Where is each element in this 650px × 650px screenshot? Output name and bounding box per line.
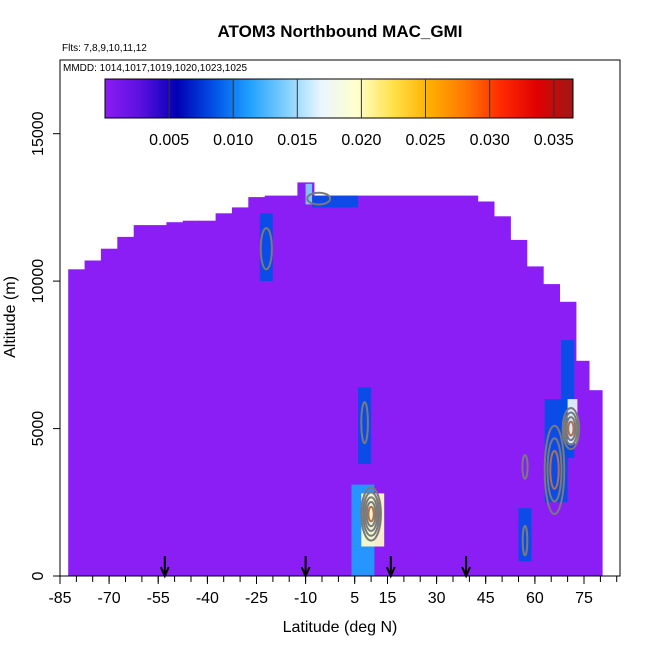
- heatmap-column: [68, 269, 86, 576]
- contour-line: [567, 420, 575, 437]
- heatmap-column: [493, 216, 511, 576]
- contour-line: [565, 416, 577, 442]
- colorbar-tick-label: 0.010: [213, 132, 253, 149]
- x-tick-label: 75: [575, 590, 593, 607]
- x-tick-label: -55: [147, 590, 170, 607]
- colorbar-tick-label: 0.035: [534, 132, 574, 149]
- contour-line: [362, 491, 381, 537]
- heatmap-column: [133, 225, 151, 576]
- contour-line: [549, 449, 560, 490]
- x-tick-label: 30: [428, 590, 446, 607]
- axes: -85 -70 -55 -40 -25 -10 5 15 30 45 60 75 0 5000 10000 1…: [30, 111, 618, 607]
- heatmap-column: [215, 213, 233, 576]
- contour-line: [363, 496, 379, 532]
- colorbar-tick-label: 0.020: [341, 132, 381, 149]
- heatmap-column: [379, 195, 397, 576]
- contour-line: [563, 411, 579, 446]
- contour-line: [360, 486, 382, 542]
- heatmap-column: [182, 220, 200, 576]
- heatmap-feature: [312, 195, 358, 208]
- x-tick-label: -25: [245, 590, 268, 607]
- x-tick-label: 15: [379, 590, 397, 607]
- contour-line: [367, 505, 375, 523]
- flight-arrows: [159, 556, 472, 579]
- contour-line: [360, 401, 369, 445]
- heatmap-feature: [305, 183, 313, 205]
- x-axis-label: Latitude (deg N): [283, 619, 398, 636]
- y-tick-label: 10000: [30, 259, 47, 304]
- heatmap-column: [117, 236, 135, 576]
- plot-frame: [59, 59, 621, 577]
- dates-subtitle: MMDD: 1014,1017,1019,1020,1023,1025: [63, 63, 247, 74]
- heatmap-column: [100, 248, 118, 576]
- colorbar: 0.005 0.010 0.015 0.020 0.025 0.030 0.035: [104, 78, 574, 149]
- heatmap-column: [330, 195, 348, 576]
- heatmap-column: [510, 239, 528, 576]
- colorbar-bar: [104, 78, 574, 119]
- heatmap-feature: [518, 508, 532, 562]
- contour-line: [365, 500, 377, 528]
- heatmap-column: [575, 360, 590, 576]
- heatmap-column: [428, 195, 446, 576]
- heatmap-column: [588, 390, 603, 576]
- heatmap-column: [526, 266, 544, 576]
- heatmap-column: [150, 225, 168, 576]
- x-tick-label: -70: [98, 590, 121, 607]
- heatmap-feature: [358, 387, 372, 464]
- x-tick-label: -85: [48, 590, 71, 607]
- y-axis-label: Altitude (m): [2, 276, 19, 358]
- contour-line: [546, 437, 563, 503]
- y-tick-label: 5000: [30, 411, 47, 447]
- heatmap-column: [412, 195, 429, 576]
- contour-line: [521, 524, 529, 557]
- contour-line: [306, 191, 332, 206]
- heatmap-column: [362, 195, 380, 576]
- heatmap-column: [297, 182, 315, 576]
- heatmap-column: [231, 207, 249, 576]
- heatmap-column: [84, 260, 102, 576]
- heatmap-column: [313, 195, 331, 576]
- flights-subtitle: Flts: 7,8,9,10,11,12: [62, 43, 147, 54]
- heatmap-column: [444, 195, 462, 576]
- contour-lines: [259, 191, 581, 557]
- y-tick-label: 0: [30, 571, 47, 580]
- colorbar-tick-label: 0.030: [470, 132, 510, 149]
- heatmap-column: [166, 222, 184, 576]
- x-tick-label: -10: [294, 590, 317, 607]
- heatmap-column: [395, 195, 413, 576]
- x-tick-label: 5: [350, 590, 359, 607]
- heatmap-column: [477, 201, 495, 576]
- x-tick-label: 60: [526, 590, 544, 607]
- contour-line: [521, 454, 529, 480]
- colorbar-tick-label: 0.015: [277, 132, 317, 149]
- heatmap-column: [346, 195, 364, 576]
- contour-line: [543, 424, 566, 516]
- heatmap-column: [264, 195, 282, 576]
- colorbar-tick-label: 0.025: [405, 132, 445, 149]
- colorbar-tick-label: 0.005: [149, 132, 189, 149]
- heatmap-cells: [68, 182, 603, 576]
- heatmap-column: [199, 220, 217, 576]
- y-tick-label: 15000: [30, 111, 47, 156]
- x-tick-label: -40: [196, 590, 219, 607]
- heatmap-column: [281, 195, 299, 576]
- heatmap-column: [461, 195, 479, 576]
- heatmap-column: [248, 197, 266, 576]
- chart-title: ATOM3 Northbound MAC_GMI: [218, 22, 463, 41]
- contour-line: [561, 407, 581, 451]
- x-tick-label: 45: [477, 590, 495, 607]
- contour-line: [259, 227, 273, 271]
